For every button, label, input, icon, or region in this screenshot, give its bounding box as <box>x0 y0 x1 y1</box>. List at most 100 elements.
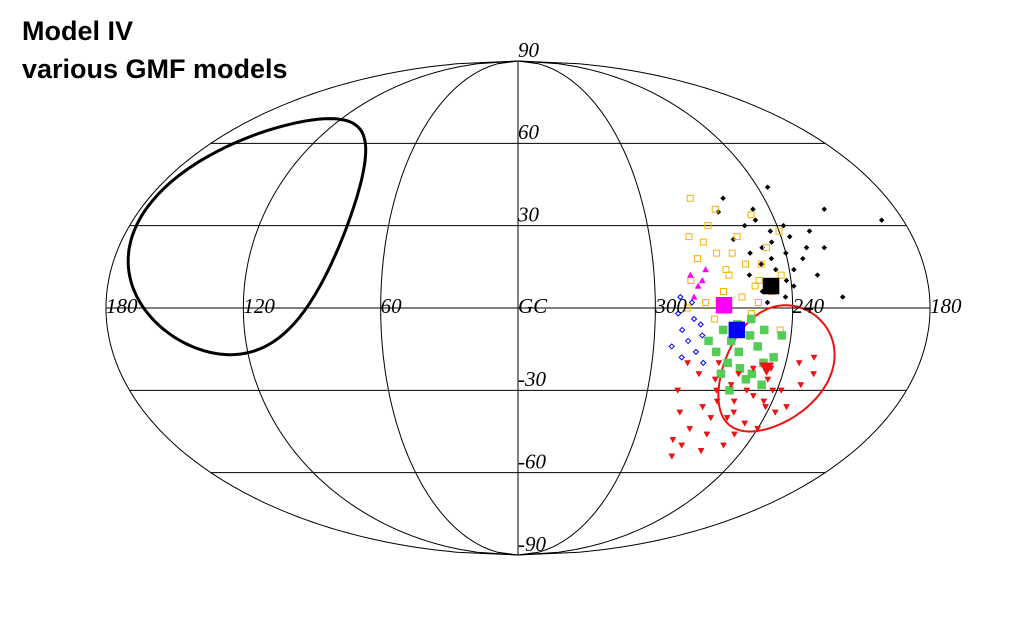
point <box>728 249 736 257</box>
point <box>799 255 806 262</box>
point <box>727 382 735 389</box>
point <box>711 205 719 213</box>
point <box>786 233 793 240</box>
point <box>668 453 676 460</box>
point <box>749 365 757 372</box>
point <box>764 376 772 383</box>
point <box>747 250 753 256</box>
tick-labels: 180 120 60 GC 300 240 180 90 60 30 -30 -60 -90 <box>106 38 962 556</box>
point <box>704 222 712 230</box>
point <box>713 249 721 257</box>
y-tick-label: -90 <box>518 532 546 556</box>
point <box>700 359 707 367</box>
point <box>678 442 686 449</box>
point <box>878 217 885 224</box>
point <box>725 386 734 395</box>
point <box>723 415 731 422</box>
point <box>747 369 757 379</box>
point <box>695 371 703 378</box>
point <box>821 206 828 213</box>
point <box>735 371 743 378</box>
point <box>728 321 746 339</box>
point <box>703 431 711 438</box>
point <box>683 304 691 312</box>
point <box>690 315 698 323</box>
point <box>806 228 813 235</box>
y-tick-label: 30 <box>517 202 540 226</box>
point <box>702 266 710 273</box>
point <box>777 271 785 279</box>
point <box>702 299 710 307</box>
point <box>768 255 775 262</box>
point <box>704 336 713 346</box>
point <box>747 211 755 219</box>
point <box>684 360 692 367</box>
point <box>760 398 768 405</box>
point <box>733 233 741 241</box>
point <box>715 360 723 367</box>
grid <box>105 60 931 556</box>
point <box>755 277 763 285</box>
x-tick-label: 300 <box>654 294 687 318</box>
point <box>803 244 810 251</box>
point <box>697 448 705 455</box>
point <box>697 321 704 328</box>
point <box>699 238 707 246</box>
point <box>810 371 818 378</box>
point <box>668 343 675 350</box>
point <box>790 266 797 273</box>
point <box>674 387 682 394</box>
point <box>741 420 749 427</box>
point <box>780 222 787 229</box>
point <box>690 293 698 300</box>
point <box>720 442 727 449</box>
point <box>810 354 818 361</box>
point <box>757 260 765 268</box>
point <box>684 337 692 345</box>
point <box>694 282 702 289</box>
point <box>753 342 762 351</box>
point <box>752 217 759 224</box>
point <box>692 348 700 356</box>
point <box>711 376 719 383</box>
point <box>730 236 737 243</box>
point <box>797 382 805 389</box>
x-tick-label: 240 <box>793 294 825 318</box>
point <box>764 184 771 191</box>
point <box>693 255 701 263</box>
point <box>686 426 694 433</box>
point <box>762 277 780 295</box>
chart-title: Model IV <box>22 16 133 46</box>
point <box>720 288 728 296</box>
point <box>738 293 746 301</box>
point <box>783 277 790 284</box>
point <box>730 409 738 416</box>
point <box>713 398 721 405</box>
point <box>821 244 828 251</box>
x-tick-label: 180 <box>930 294 962 318</box>
x-tick-label: 180 <box>106 294 138 318</box>
plot-area <box>126 117 885 460</box>
point <box>676 409 684 416</box>
point <box>754 299 762 307</box>
point <box>686 271 694 278</box>
point <box>688 299 696 306</box>
point <box>767 228 774 235</box>
point <box>730 431 738 438</box>
point <box>741 260 749 268</box>
point <box>782 294 789 300</box>
point <box>678 354 685 361</box>
point <box>677 293 684 301</box>
point <box>769 387 777 394</box>
point <box>746 314 756 324</box>
point <box>715 297 733 314</box>
point <box>686 194 694 202</box>
x-tick-label: GC <box>518 294 548 318</box>
point <box>769 353 778 362</box>
point <box>678 326 686 334</box>
point <box>814 272 821 278</box>
x-tick-label: 60 <box>381 294 403 318</box>
point <box>783 404 790 411</box>
point <box>749 393 757 400</box>
